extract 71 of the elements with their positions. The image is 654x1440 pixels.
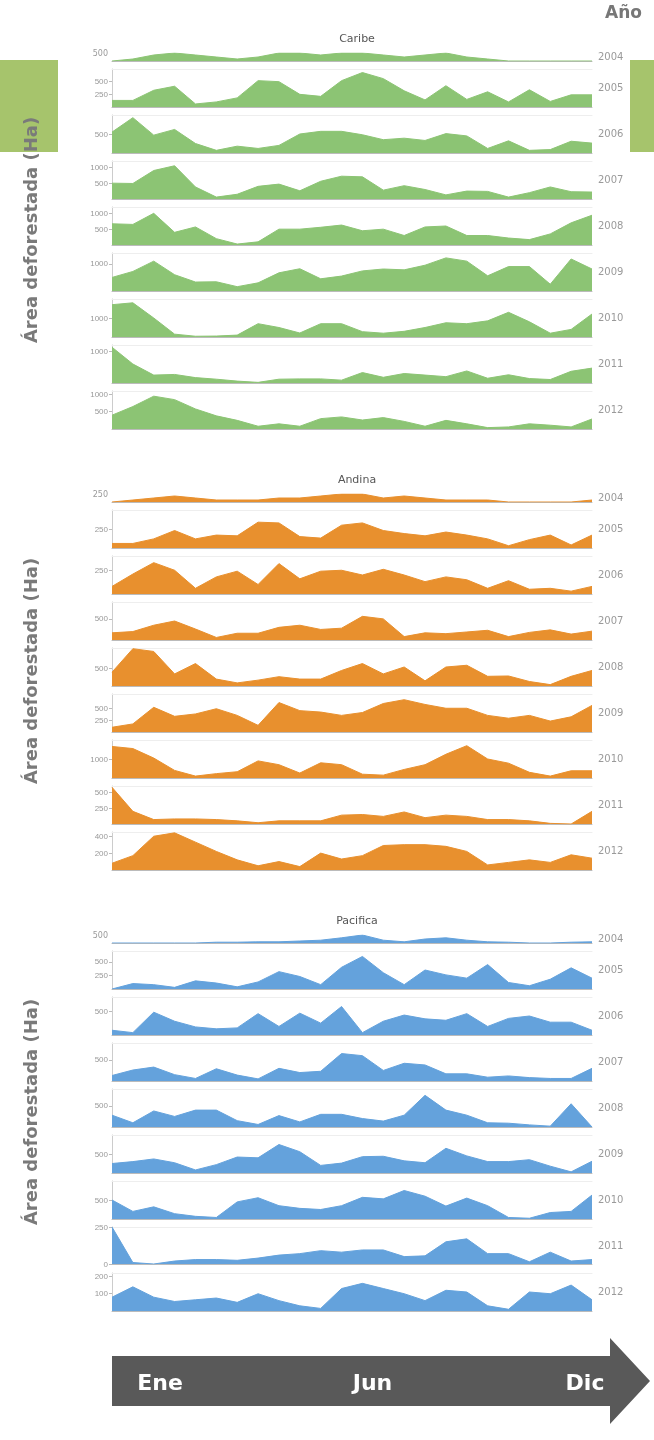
y2-axis-title: 2009 xyxy=(598,706,624,718)
y-tick-label: 500 xyxy=(94,664,109,674)
y-tick-label: 500 xyxy=(94,787,109,797)
y-tick-label: 500 xyxy=(94,1149,109,1159)
y2-axis-title: 2008 xyxy=(598,1101,624,1113)
y2-axis-title: 2012 xyxy=(598,844,624,856)
y-axis-title: Área deforestada (Ha) xyxy=(19,116,41,344)
chart-title: Caribe xyxy=(339,32,376,45)
chart-title: Andina xyxy=(337,473,377,486)
y2-axis-title: 2011 xyxy=(598,798,624,810)
y-tick-label: 500 xyxy=(94,1006,109,1016)
y-tick-label: 500 xyxy=(94,957,109,967)
y-tick-label: 250 xyxy=(94,524,109,534)
y-tick-label: 500 xyxy=(94,614,109,624)
text: Año xyxy=(605,2,642,22)
y2-axis-title: 2010 xyxy=(598,311,624,323)
y-tick-label: 500 xyxy=(94,407,109,417)
y2-axis-title: 2012 xyxy=(598,1285,624,1297)
y-tick-label: 1000 xyxy=(90,313,109,323)
y2-axis-title: 2006 xyxy=(598,568,624,580)
text: Jun xyxy=(350,1370,393,1395)
y-tick-label: 1000 xyxy=(90,346,109,356)
y-tick-label: 250 xyxy=(94,803,109,813)
y-tick-label: 1000 xyxy=(90,208,109,218)
y2-axis-title: 2007 xyxy=(598,1055,624,1067)
chart-title: Pacifica xyxy=(336,914,378,927)
y2-axis-title: 2005 xyxy=(598,522,624,534)
y-tick-label: 1000 xyxy=(90,389,109,399)
y-tick-label: 500 xyxy=(94,77,109,87)
y-tick-label: 500 xyxy=(94,703,109,713)
y-tick-label: 250 xyxy=(94,565,109,575)
y-tick-label: 250 xyxy=(94,89,109,99)
y2-axis-title: 2005 xyxy=(598,963,624,975)
y-tick-label: 500 xyxy=(94,178,109,188)
y2-axis-title: 2005 xyxy=(598,81,624,93)
y2-axis-title: 2004 xyxy=(598,491,624,503)
y-tick-label: 400 xyxy=(94,831,109,841)
y2-axis-title: 2012 xyxy=(598,403,624,415)
y-tick-label: 250 xyxy=(94,970,109,980)
y-tick-label: 100 xyxy=(94,1289,109,1299)
y2-axis-title: 2008 xyxy=(598,660,624,672)
y2-axis-title: 2011 xyxy=(598,1239,624,1251)
y-tick-label: 500 xyxy=(94,1055,109,1065)
y2-axis-title: 2007 xyxy=(598,173,624,185)
y-tick-label: 500 xyxy=(94,1195,109,1205)
text: Dic xyxy=(565,1370,605,1395)
y2-axis-title: 2004 xyxy=(598,50,624,62)
y2-axis-title: 2010 xyxy=(598,752,624,764)
y-tick-label: 250 xyxy=(94,1222,109,1232)
y-tick-label: 1000 xyxy=(90,259,109,269)
y-tick-label: 500 xyxy=(94,129,109,139)
y-tick-label: 500 xyxy=(94,224,109,234)
y-axis-title: Área deforestada (Ha) xyxy=(19,557,41,785)
y-tick-label: 500 xyxy=(94,1101,109,1111)
y-axis-title: Área deforestada (Ha) xyxy=(19,998,41,1226)
y2-axis-title: 2008 xyxy=(598,219,624,231)
y2-axis-title: 2006 xyxy=(598,127,624,139)
y-tick-label: 1000 xyxy=(90,162,109,172)
y2-axis-title: 2006 xyxy=(598,1009,624,1021)
y-tick-label: 200 xyxy=(94,1271,109,1281)
y2-axis-title: 2007 xyxy=(598,614,624,626)
y-tick-label: 1000 xyxy=(90,754,109,764)
y-tick-label: 250 xyxy=(94,715,109,725)
y2-axis-title: 2011 xyxy=(598,357,624,369)
y2-axis-title: 2009 xyxy=(598,1147,624,1159)
text: Ene xyxy=(137,1370,183,1395)
y2-axis-title: 2010 xyxy=(598,1193,624,1205)
y2-axis-title: 2004 xyxy=(598,932,624,944)
y-tick-label: 0 xyxy=(103,1259,109,1269)
y-tick-label: 200 xyxy=(94,848,109,858)
y2-axis-title: 2009 xyxy=(598,265,624,277)
